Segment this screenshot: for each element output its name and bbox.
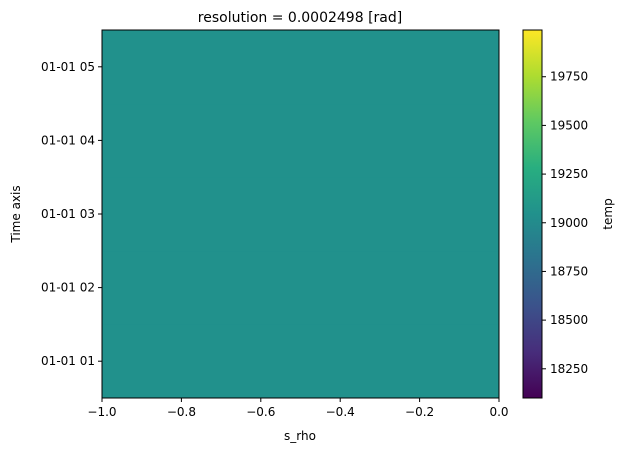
x-tick-label: −1.0: [87, 405, 116, 419]
colorbar-tick-label: 19000: [550, 216, 588, 230]
x-axis-label: s_rho: [284, 429, 316, 443]
x-tick-label: 0.0: [489, 405, 508, 419]
heatmap-cells: [102, 30, 499, 399]
x-tick-label: −0.4: [326, 405, 355, 419]
heatmap-cell: [102, 324, 499, 399]
y-tick-label: 01-01 02: [41, 281, 95, 295]
colorbar-tick-label: 18500: [550, 313, 588, 327]
colorbar: [522, 29, 543, 399]
colorbar-tick-label: 18750: [550, 264, 588, 278]
y-tick-label: 01-01 05: [41, 60, 95, 74]
colorbar-ticks: 18250 18500 18750 19000 19250 19500 19750: [542, 70, 588, 376]
y-axis: 01-01 01 01-01 02 01-01 03 01-01 04 01-01 05: [41, 60, 102, 368]
y-tick-label: 01-01 03: [41, 207, 95, 221]
heatmap-cell: [102, 177, 499, 252]
y-tick-label: 01-01 04: [41, 133, 95, 147]
y-axis-label: Time axis: [9, 185, 23, 243]
colorbar-tick-label: 19750: [550, 70, 588, 84]
chart-title: resolution = 0.0002498 [rad]: [198, 10, 402, 26]
colorbar-tick-label: 19250: [550, 167, 588, 181]
heatmap-cell: [102, 30, 499, 105]
colorbar-label: temp: [601, 198, 615, 229]
heatmap-cell: [102, 250, 499, 325]
x-axis: −1.0 −0.8 −0.6 −0.4 −0.2 0.0: [87, 398, 509, 419]
colorbar-tick-label: 19500: [550, 118, 588, 132]
colorbar-tick-label: 18250: [550, 362, 588, 376]
x-tick-label: −0.6: [246, 405, 275, 419]
x-tick-label: −0.2: [405, 405, 434, 419]
x-tick-label: −0.8: [167, 405, 196, 419]
heatmap-cell: [102, 103, 499, 178]
y-tick-label: 01-01 01: [41, 354, 95, 368]
